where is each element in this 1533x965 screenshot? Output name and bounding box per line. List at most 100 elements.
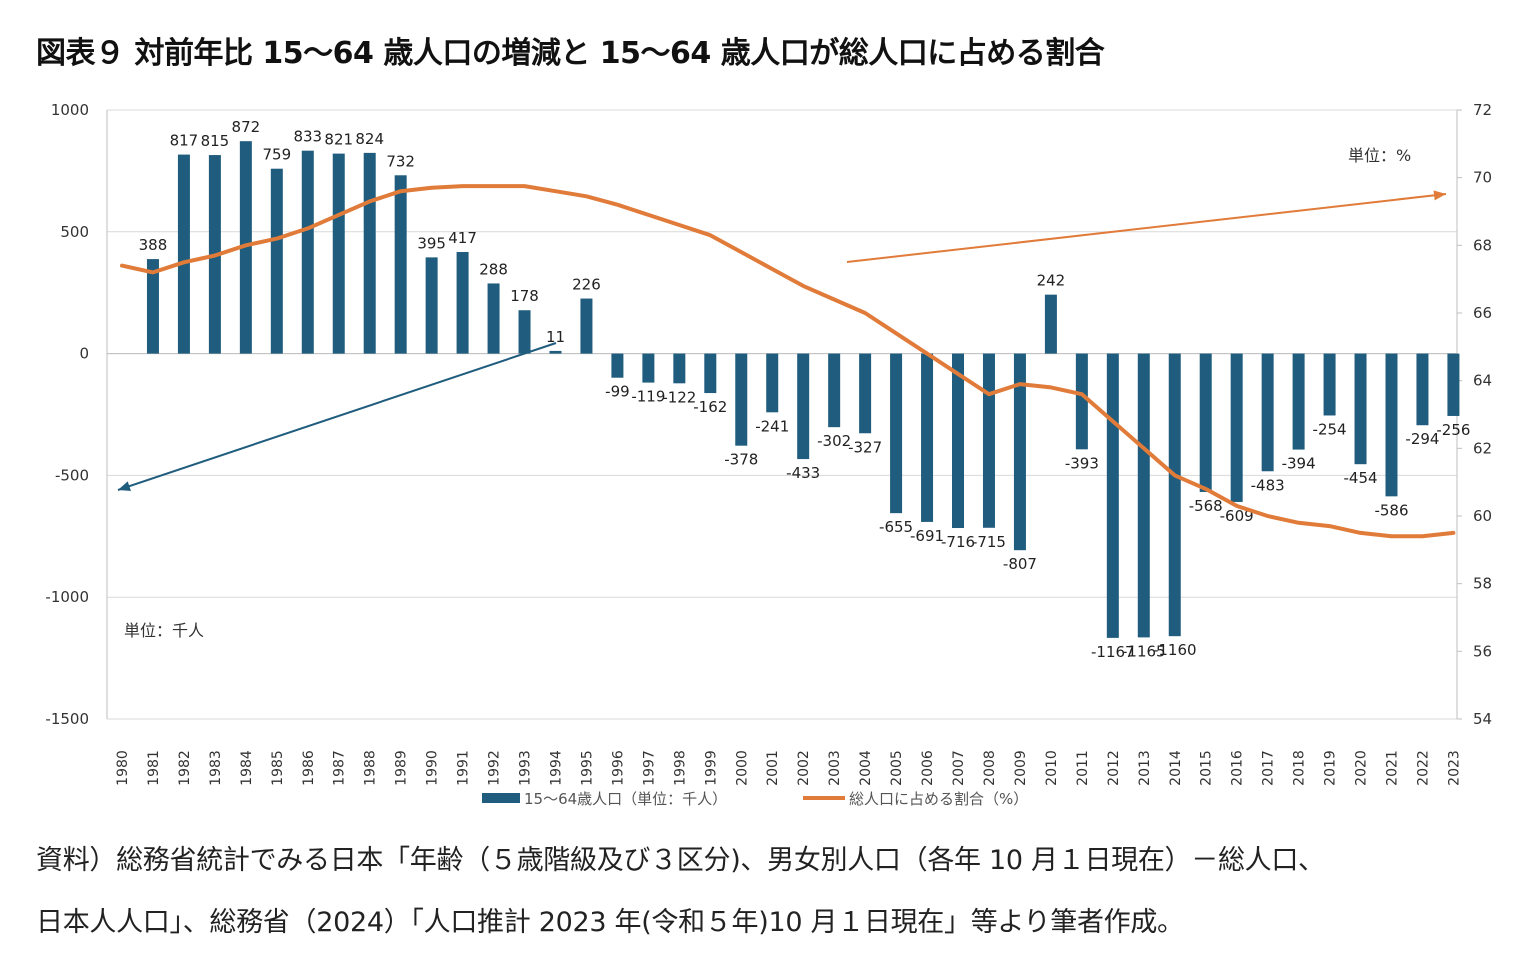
legend-line-label: 総人口に占める割合（%）	[849, 790, 1028, 808]
data-label-1987: 821	[324, 131, 353, 149]
x-tick-label: 2014	[1168, 750, 1184, 786]
x-tick-label: 2017	[1261, 750, 1277, 786]
x-tick-label: 1999	[703, 750, 719, 786]
data-label-2006: -691	[910, 527, 944, 545]
data-label-1986: 833	[293, 128, 322, 146]
data-label-2015: -568	[1189, 497, 1223, 515]
legend-bar-label: 15～64歳人口（単位：千人）	[524, 790, 727, 808]
data-label-1996: -99	[605, 383, 630, 401]
data-label-1989: 732	[386, 152, 415, 170]
bar-1997	[642, 353, 655, 383]
bar-2015	[1199, 353, 1212, 492]
bar-1981	[146, 259, 159, 354]
data-label-1998: -122	[662, 388, 696, 406]
data-label-2008: -715	[972, 533, 1006, 551]
x-tick-label: 1990	[425, 750, 441, 786]
bar-2017	[1261, 353, 1274, 472]
data-label-2021: -586	[1374, 501, 1408, 519]
data-label-1991: 417	[448, 229, 477, 247]
data-label-1999: -162	[693, 398, 727, 416]
trend-arrows	[117, 190, 1447, 491]
y-left-tick-label: 500	[60, 223, 89, 241]
source-note-line-1: 資料）総務省統計でみる日本「年齢（５歳階級及び３区分)、男女別人口（各年 10 …	[36, 845, 1325, 876]
source-note-line-2: 日本人人口」、総務省（2024）「人口推計 2023 年(令和５年)10 月１日…	[36, 907, 1184, 938]
bar-1990	[425, 257, 438, 354]
y-tick-labels: 1000 500 0 -500 -1000 -1500 72 70 68 66 64 62 60 58 56…	[45, 101, 1492, 728]
data-label-2016: -609	[1220, 507, 1254, 525]
y-right-tick-label: 68	[1473, 236, 1492, 254]
x-tick-label: 2008	[982, 750, 998, 786]
data-label-2009: -807	[1003, 555, 1037, 573]
data-label-2023: -256	[1436, 421, 1470, 439]
data-label-1981: 388	[139, 236, 168, 254]
y-right-tick-label: 60	[1473, 507, 1492, 525]
bar-2023	[1447, 353, 1460, 416]
bar-1996	[611, 353, 624, 378]
x-tick-label: 2018	[1292, 750, 1308, 786]
bar-1987	[332, 153, 345, 354]
line-series	[120, 184, 1456, 539]
bar-2005	[890, 353, 903, 514]
bar-1998	[673, 353, 686, 384]
x-tick-label: 1992	[487, 750, 503, 786]
x-tick-label: 2006	[920, 750, 936, 786]
data-label-1993: 178	[510, 287, 539, 305]
x-tick-label: 2010	[1044, 750, 1060, 786]
x-tick-label: 2012	[1106, 750, 1122, 786]
x-tick-label: 1996	[610, 750, 626, 786]
x-tick-label: 2002	[796, 750, 812, 786]
right-unit-label: 単位：%	[1348, 146, 1411, 165]
data-label-2022: -294	[1405, 430, 1439, 448]
x-tick-label: 1984	[239, 750, 255, 786]
data-label-1982: 817	[170, 132, 199, 150]
y-right-tick-label: 62	[1473, 439, 1492, 457]
bar-2011	[1075, 353, 1088, 450]
x-tick-label: 2011	[1075, 750, 1091, 786]
ratio-arrow	[846, 193, 1447, 263]
bar-1991	[456, 252, 469, 354]
bar-2009	[1013, 353, 1026, 551]
data-label-1995: 226	[572, 276, 601, 294]
data-label-2020: -454	[1344, 469, 1378, 487]
bar-2020	[1354, 353, 1367, 465]
x-tick-label: 2023	[1446, 750, 1462, 786]
x-tick-label: 1983	[208, 750, 224, 786]
data-label-1990: 395	[417, 234, 446, 252]
bar-2022	[1416, 353, 1429, 426]
x-tick-label: 1993	[518, 750, 534, 786]
data-label-2011: -393	[1065, 454, 1099, 472]
data-label-1988: 824	[355, 130, 384, 148]
x-tick-label: 1988	[363, 750, 379, 786]
bar-1988	[363, 152, 376, 354]
bar-2001	[766, 353, 779, 413]
data-label-2014: -1160	[1153, 641, 1197, 659]
bar-1982	[177, 154, 190, 354]
data-label-2019: -254	[1313, 420, 1347, 438]
x-tick-label: 2009	[1013, 750, 1029, 786]
x-tick-label: 2021	[1384, 750, 1400, 786]
decline-arrow	[117, 342, 557, 491]
bar-1993	[518, 310, 531, 354]
y-left-tick-label: -1000	[45, 588, 89, 606]
x-tick-label: 1995	[579, 750, 595, 786]
y-left-tick-label: 1000	[51, 101, 89, 119]
x-tick-label: 2005	[889, 750, 905, 786]
data-label-1994: 11	[546, 328, 565, 346]
bar-1989	[394, 175, 407, 354]
x-tick-label: 2013	[1137, 750, 1153, 786]
bar-series	[146, 141, 1460, 638]
bar-1985	[270, 168, 283, 354]
bar-2006	[921, 353, 934, 522]
bar-2008	[982, 353, 995, 528]
bar-2013	[1137, 353, 1150, 638]
bar-2016	[1230, 353, 1243, 502]
x-tick-label: 2007	[951, 750, 967, 786]
x-tick-label: 2000	[734, 750, 750, 786]
data-label-2004: -327	[848, 438, 882, 456]
y-right-tick-label: 72	[1473, 101, 1492, 119]
y-left-tick-label: -500	[55, 466, 89, 484]
x-tick-label: 2003	[827, 750, 843, 786]
left-unit-label: 単位：千人	[124, 621, 204, 640]
bar-2004	[859, 353, 872, 434]
